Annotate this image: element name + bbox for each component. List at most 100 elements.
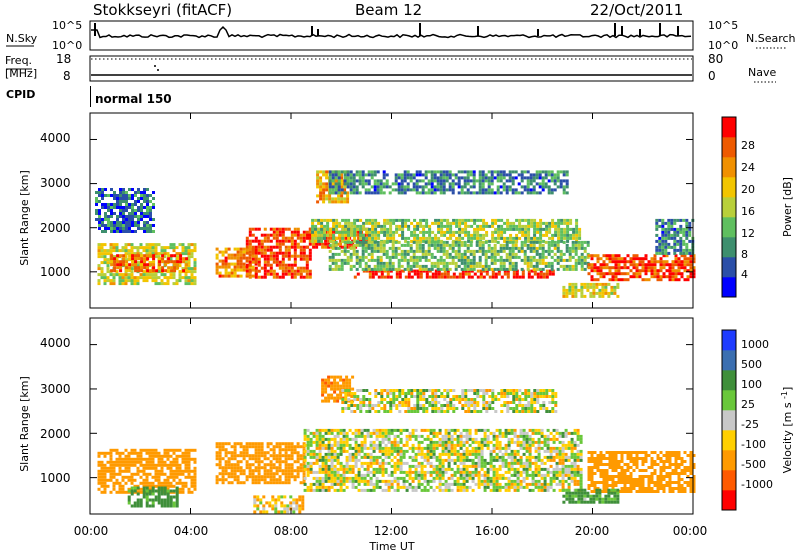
heatmap-cell	[526, 267, 530, 271]
heatmap-cell	[423, 464, 427, 468]
heatmap-cell	[535, 170, 539, 174]
heatmap-cell	[560, 218, 564, 222]
heatmap-cell	[172, 489, 176, 493]
heatmap-cell	[157, 481, 161, 485]
heatmap-cell	[680, 266, 684, 270]
heatmap-cell	[653, 257, 657, 261]
heatmap-cell	[193, 243, 197, 247]
heatmap-cell	[302, 239, 306, 243]
heatmap-cell	[490, 261, 494, 265]
power-cbar-tick-4: 4	[741, 268, 748, 281]
heatmap-cell	[529, 264, 533, 268]
heatmap-cell	[175, 454, 179, 458]
heatmap-cell	[488, 275, 492, 279]
heatmap-cell	[145, 472, 149, 476]
heatmap-cell	[112, 463, 116, 467]
heatmap-cell	[364, 267, 368, 271]
heatmap-cell	[583, 285, 587, 289]
heatmap-cell	[475, 191, 479, 195]
heatmap-cell	[293, 263, 297, 267]
heatmap-cell	[143, 266, 147, 270]
heatmap-cell	[538, 267, 542, 271]
heatmap-cell	[502, 185, 506, 189]
heatmap-cell	[121, 490, 125, 494]
heatmap-cell	[616, 282, 620, 286]
heatmap-cell	[562, 188, 566, 192]
heatmap-cell	[472, 267, 476, 271]
heatmap-cell	[423, 476, 427, 480]
heatmap-cell	[170, 260, 174, 264]
heatmap-cell	[426, 449, 430, 453]
heatmap-cell	[142, 448, 146, 452]
heatmap-cell	[544, 264, 548, 268]
heatmap-cell	[163, 484, 167, 488]
heatmap-cell	[375, 458, 379, 462]
heatmap-cell	[574, 243, 578, 247]
heatmap-cell	[503, 221, 507, 225]
heatmap-cell	[312, 488, 316, 492]
heatmap-cell	[275, 478, 279, 482]
heatmap-cell	[312, 242, 316, 246]
heatmap-cell	[453, 449, 457, 453]
heatmap-cell	[526, 182, 530, 186]
heatmap-cell	[321, 446, 325, 450]
heatmap-cell	[376, 185, 380, 189]
heatmap-cell	[493, 261, 497, 265]
heatmap-cell	[460, 176, 464, 180]
heatmap-cell	[482, 275, 486, 279]
heatmap-cell	[548, 269, 552, 273]
heatmap-cell	[269, 448, 273, 452]
heatmap-cell	[97, 472, 101, 476]
heatmap-cell	[337, 194, 341, 198]
heatmap-cell	[107, 206, 110, 209]
heatmap-cell	[166, 481, 170, 485]
heatmap-cell	[324, 470, 328, 474]
heatmap-cell	[508, 170, 512, 174]
heatmap-cell	[184, 267, 188, 271]
heatmap-cell	[272, 475, 276, 479]
heatmap-cell	[163, 478, 167, 482]
heatmap-cell	[227, 472, 231, 476]
heatmap-cell	[412, 182, 416, 186]
heatmap-cell	[345, 434, 349, 438]
heatmap-cell	[366, 461, 370, 465]
heatmap-cell	[272, 451, 276, 455]
heatmap-cell	[529, 246, 533, 250]
heatmap-cell	[586, 285, 590, 289]
heatmap-cell	[113, 263, 117, 267]
heatmap-cell	[181, 457, 185, 461]
heatmap-cell	[526, 179, 530, 183]
heatmap-cell	[302, 448, 306, 452]
heatmap-cell	[151, 273, 155, 277]
heatmap-cell	[146, 215, 149, 218]
heatmap-cell	[673, 239, 677, 243]
heatmap-cell	[266, 445, 270, 449]
heatmap-cell	[524, 236, 528, 240]
heatmap-cell	[399, 464, 403, 468]
heatmap-cell	[438, 464, 442, 468]
heatmap-cell	[236, 262, 240, 266]
heatmap-cell	[281, 442, 285, 446]
heatmap-cell	[413, 224, 417, 228]
heatmap-cell	[142, 478, 146, 482]
heatmap-cell	[130, 504, 134, 508]
heatmap-cell	[384, 467, 388, 471]
heatmap-cell	[387, 461, 391, 465]
heatmap-cell	[547, 240, 551, 244]
heatmap-cell	[293, 245, 297, 249]
heatmap-cell	[113, 191, 116, 194]
heatmap-cell	[679, 242, 683, 246]
heatmap-cell	[446, 227, 450, 231]
heatmap-cell	[450, 473, 454, 477]
heatmap-cell	[568, 285, 572, 289]
heatmap-cell	[440, 221, 444, 225]
heatmap-cell	[523, 255, 527, 259]
heatmap-cell	[339, 476, 343, 480]
heatmap-cell	[405, 485, 409, 489]
heatmap-cell	[145, 501, 149, 505]
heatmap-cell	[505, 243, 509, 247]
heatmap-cell	[482, 224, 486, 228]
heatmap-cell	[611, 254, 615, 258]
heatmap-cell	[272, 269, 276, 273]
heatmap-cell	[124, 469, 128, 473]
